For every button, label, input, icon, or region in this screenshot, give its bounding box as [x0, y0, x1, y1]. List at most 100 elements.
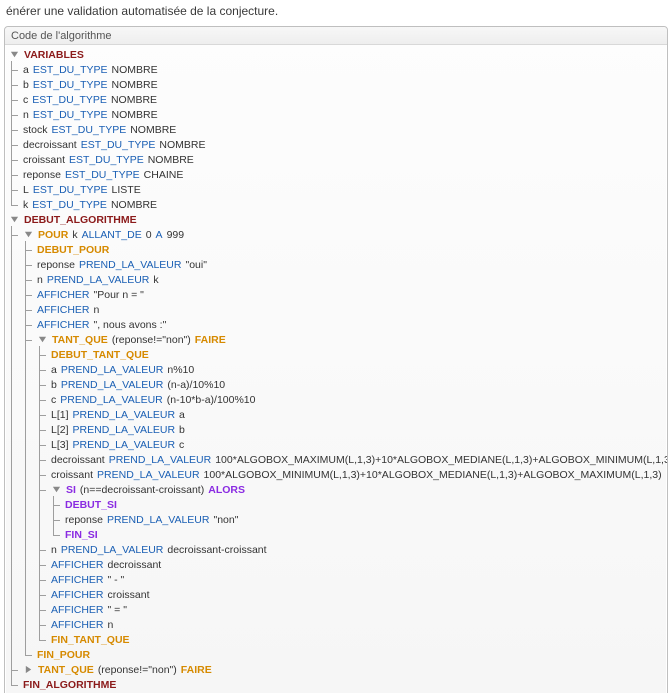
code-token: c: [51, 394, 60, 406]
code-token: EST_DU_TYPE: [65, 169, 144, 181]
code-token: L[2]: [51, 424, 73, 436]
code-line: croissant EST_DU_TYPE NOMBRE: [9, 152, 663, 167]
code-token: NOMBRE: [159, 139, 209, 151]
code-token: PREND_LA_VALEUR: [73, 439, 180, 451]
code-token: (reponse!="non"): [112, 334, 195, 346]
code-token: L[1]: [51, 409, 73, 421]
code-token: PREND_LA_VALEUR: [61, 379, 168, 391]
code-token: SI: [66, 484, 80, 496]
code-token: PREND_LA_VALEUR: [73, 409, 180, 421]
code-token: 0: [146, 229, 156, 241]
code-token: (reponse!="non"): [98, 664, 181, 676]
code-line: n EST_DU_TYPE NOMBRE: [9, 107, 663, 122]
code-token: DEBUT_SI: [65, 499, 121, 511]
code-token: ALORS: [208, 484, 249, 496]
code-line: AFFICHER ", nous avons :": [9, 317, 663, 332]
panel-title: Code de l'algorithme: [5, 27, 667, 45]
code-token: PREND_LA_VALEUR: [79, 259, 186, 271]
code-token: TANT_QUE: [52, 334, 112, 346]
code-line: AFFICHER n: [9, 302, 663, 317]
code-token: reponse: [65, 514, 107, 526]
code-token: decroissant: [23, 139, 81, 151]
code-token: NOMBRE: [130, 124, 180, 136]
code-token: FIN_ALGORITHME: [23, 679, 120, 691]
code-token: c: [23, 94, 32, 106]
code-line: POUR k ALLANT_DE 0 A 999: [9, 227, 663, 242]
code-line: L[3] PREND_LA_VALEUR c: [9, 437, 663, 452]
code-token: 100*ALGOBOX_MAXIMUM(L,1,3)+10*ALGOBOX_ME…: [215, 454, 667, 466]
code-line: L[1] PREND_LA_VALEUR a: [9, 407, 663, 422]
code-token: (n-a)/10%10: [167, 379, 229, 391]
code-token: CHAINE: [144, 169, 188, 181]
code-line: L[2] PREND_LA_VALEUR b: [9, 422, 663, 437]
code-line: AFFICHER n: [9, 617, 663, 632]
code-token: AFFICHER: [51, 619, 108, 631]
code-token: croissant: [51, 469, 97, 481]
code-token: PREND_LA_VALEUR: [61, 544, 168, 556]
code-token: EST_DU_TYPE: [32, 199, 111, 211]
code-token: n: [37, 274, 47, 286]
code-token: stock: [23, 124, 52, 136]
code-token: FAIRE: [195, 334, 230, 346]
code-token: FIN_SI: [65, 529, 102, 541]
code-token: n: [108, 619, 118, 631]
code-line: AFFICHER "Pour n = ": [9, 287, 663, 302]
code-token: EST_DU_TYPE: [32, 94, 111, 106]
code-token: decroissant-croissant: [167, 544, 270, 556]
code-token: "oui": [185, 259, 210, 271]
code-line: FIN_ALGORITHME: [9, 677, 663, 692]
collapse-icon[interactable]: [9, 214, 20, 225]
code-line: b EST_DU_TYPE NOMBRE: [9, 77, 663, 92]
code-token: FIN_TANT_QUE: [51, 634, 134, 646]
algorithm-code-tree: VARIABLESa EST_DU_TYPE NOMBREb EST_DU_TY…: [5, 45, 667, 693]
code-token: FIN_POUR: [37, 649, 94, 661]
code-token: EST_DU_TYPE: [52, 124, 131, 136]
code-token: " = ": [108, 604, 131, 616]
code-token: L[3]: [51, 439, 73, 451]
code-token: reponse: [23, 169, 65, 181]
code-token: NOMBRE: [111, 199, 161, 211]
code-token: croissant: [108, 589, 154, 601]
code-token: decroissant: [108, 559, 166, 571]
code-token: a: [51, 364, 61, 376]
code-token: PREND_LA_VALEUR: [47, 274, 154, 286]
code-token: EST_DU_TYPE: [33, 184, 112, 196]
code-token: "Pour n = ": [94, 289, 148, 301]
code-token: AFFICHER: [51, 604, 108, 616]
code-line: FIN_SI: [9, 527, 663, 542]
code-token: AFFICHER: [37, 289, 94, 301]
code-token: (n-10*b-a)/100%10: [167, 394, 260, 406]
code-line: a EST_DU_TYPE NOMBRE: [9, 62, 663, 77]
code-line: reponse EST_DU_TYPE CHAINE: [9, 167, 663, 182]
code-token: TANT_QUE: [38, 664, 98, 676]
code-token: n: [23, 109, 33, 121]
collapse-icon[interactable]: [23, 229, 34, 240]
page-heading: énérer une validation automatisée de la …: [0, 0, 672, 22]
code-token: PREND_LA_VALEUR: [73, 424, 180, 436]
code-token: croissant: [23, 154, 69, 166]
code-token: EST_DU_TYPE: [81, 139, 160, 151]
code-token: PREND_LA_VALEUR: [107, 514, 214, 526]
code-token: EST_DU_TYPE: [33, 79, 112, 91]
code-line: reponse PREND_LA_VALEUR "oui": [9, 257, 663, 272]
code-token: EST_DU_TYPE: [33, 64, 112, 76]
code-token: b: [179, 424, 189, 436]
code-token: EST_DU_TYPE: [33, 109, 112, 121]
code-line: AFFICHER croissant: [9, 587, 663, 602]
collapse-icon[interactable]: [51, 484, 62, 495]
code-token: NOMBRE: [112, 109, 162, 121]
collapse-icon[interactable]: [9, 49, 20, 60]
code-token: b: [51, 379, 61, 391]
code-line: c PREND_LA_VALEUR (n-10*b-a)/100%10: [9, 392, 663, 407]
code-line: SI (n==decroissant-croissant) ALORS: [9, 482, 663, 497]
code-token: POUR: [38, 229, 72, 241]
collapse-icon[interactable]: [37, 334, 48, 345]
code-line: k EST_DU_TYPE NOMBRE: [9, 197, 663, 212]
code-token: NOMBRE: [112, 79, 162, 91]
expand-icon[interactable]: [23, 664, 34, 675]
code-line: TANT_QUE (reponse!="non") FAIRE: [9, 662, 663, 677]
code-token: NOMBRE: [111, 94, 161, 106]
code-token: PREND_LA_VALEUR: [61, 364, 168, 376]
code-token: ", nous avons :": [94, 319, 171, 331]
code-line: DEBUT_SI: [9, 497, 663, 512]
